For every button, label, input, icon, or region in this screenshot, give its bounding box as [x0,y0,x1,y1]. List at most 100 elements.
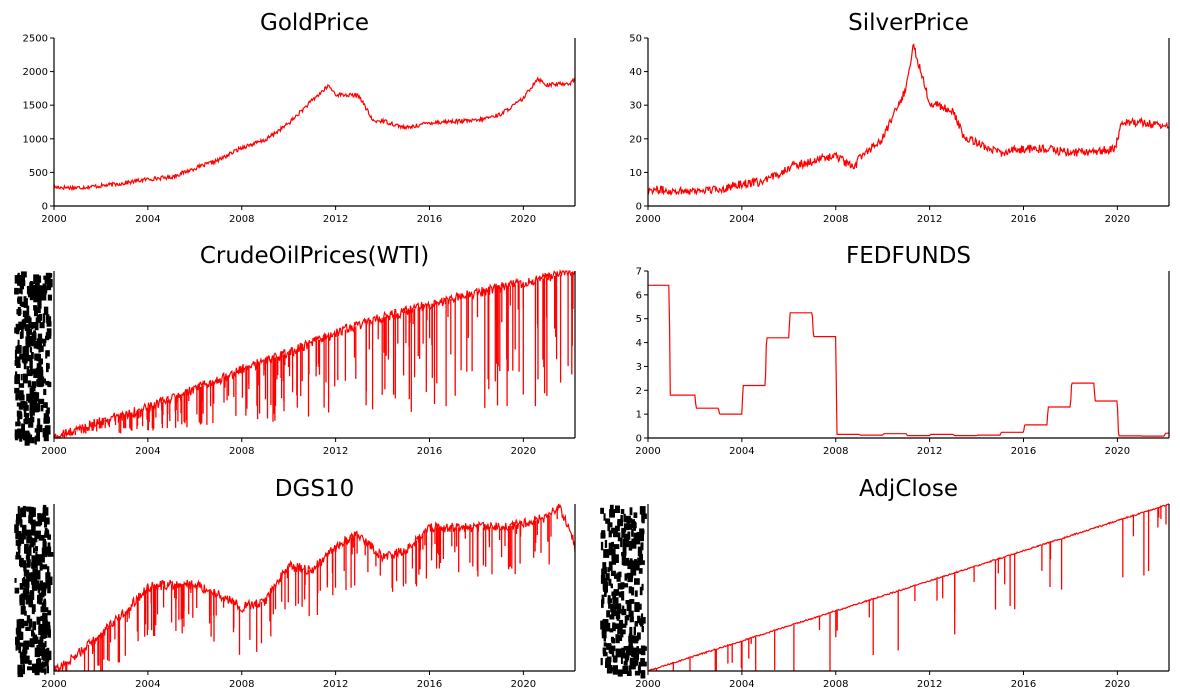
tick-glyph [23,620,29,627]
tick-glyph [15,555,22,560]
chart-title: AdjClose [859,476,958,502]
tick-glyph [32,575,37,582]
tick-glyph [28,572,32,582]
tick-glyph [629,657,635,666]
tick-glyph [623,513,626,522]
tick-glyph [627,560,634,570]
tick-glyph [37,418,41,427]
tick-glyph [31,629,34,637]
tick-glyph [39,556,45,563]
tick-glyph [622,538,626,548]
tick-glyph [14,524,19,533]
tick-glyph [41,644,45,654]
tick-glyph [26,615,31,623]
x-tick-label: 2020 [511,446,536,457]
tick-glyph [15,641,18,651]
subplot-crudeoilprices-wti: CrudeOilPrices(WTI) 2000 2004 2008 2012 2016 2… [14,243,576,457]
tick-glyph [31,519,36,530]
tick-glyph [24,414,28,422]
tick-glyph [621,629,626,635]
tick-glyph [632,647,637,653]
tick-glyph [17,298,21,303]
subplot-adjclose: AdjClose 2000 2004 2008 2012 2016 2020 [600,476,1170,690]
tick-glyph [22,432,29,441]
tick-glyph [607,567,610,573]
y-tick-label: 2 [636,386,642,397]
tick-glyph [15,627,22,635]
tick-glyph [43,388,47,395]
tick-glyph [30,601,34,608]
tick-glyph [40,615,45,621]
tick-glyph [33,392,40,402]
tick-glyph [15,393,21,400]
tick-glyph [615,634,620,644]
tick-glyph [25,506,32,511]
tick-glyph [28,544,32,554]
tick-glyph [22,353,28,364]
tick-glyph [631,587,635,596]
tick-glyph [608,561,613,571]
tick-glyph [31,555,37,565]
tick-glyph [43,625,49,635]
tick-glyph [629,573,634,579]
tick-glyph [23,587,30,595]
x-tick-label: 2012 [323,679,348,690]
tick-glyph [601,599,604,608]
tick-glyph [46,428,51,435]
tick-glyph [29,360,33,368]
series-spikes [55,508,558,671]
tick-glyph [29,519,34,525]
tick-glyph [604,549,608,557]
tick-glyph [37,379,43,384]
series-line [53,503,576,673]
tick-glyph [19,583,24,590]
tick-glyph [46,350,50,357]
tick-glyph [607,656,612,663]
tick-glyph [18,394,25,401]
tick-glyph [21,524,27,535]
tick-glyph [41,655,45,660]
tick-glyph [635,648,642,655]
tick-glyph [23,405,29,411]
tick-glyph [633,653,639,660]
tick-glyph [29,293,34,301]
tick-glyph [43,306,49,315]
tick-glyph [37,291,41,300]
tick-glyph [30,367,33,373]
tick-glyph [614,554,619,563]
tick-glyph [31,528,36,536]
tick-glyph [611,647,615,657]
tick-glyph [633,521,636,531]
tick-glyph [624,583,629,588]
tick-glyph [27,335,33,343]
tick-glyph [45,631,48,639]
tick-glyph [634,590,638,597]
tick-glyph [14,578,17,583]
tick-glyph [623,646,629,651]
tick-glyph [639,586,643,596]
tick-glyph [19,557,24,566]
series-spikes [56,271,574,438]
tick-glyph [640,658,645,664]
y-tick-label: 20 [629,134,642,145]
tick-glyph [607,598,613,604]
tick-glyph [18,532,23,543]
tick-glyph [14,376,18,384]
tick-glyph [35,307,41,314]
tick-glyph [44,523,48,528]
y-tick-label: 1 [636,410,642,421]
x-tick-label: 2016 [417,446,442,457]
tick-glyph [613,599,618,609]
tick-glyph [45,350,48,359]
tick-glyph [36,338,43,345]
tick-glyph [640,645,646,656]
tick-glyph [20,271,27,278]
x-tick-label: 2016 [1011,446,1036,457]
tick-glyph [641,560,645,565]
tick-glyph [18,405,23,410]
tick-glyph [41,547,48,558]
tick-glyph [610,645,616,652]
tick-glyph [43,342,46,347]
x-tick-label: 2008 [823,214,848,225]
x-tick-label: 2000 [635,214,660,225]
